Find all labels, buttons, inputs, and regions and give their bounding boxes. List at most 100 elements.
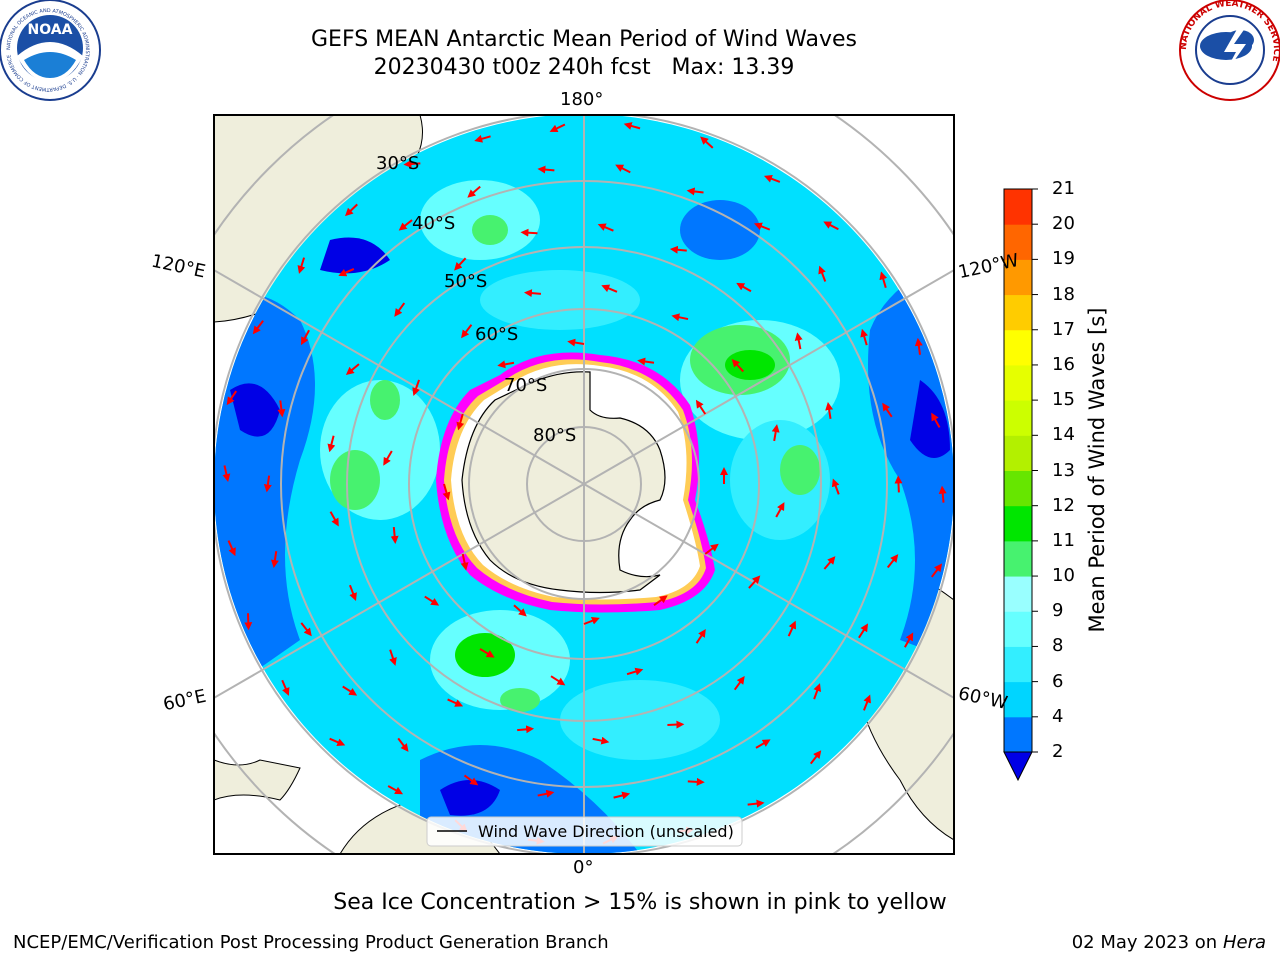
wind-arrow: [460, 553, 469, 571]
wind-arrow: [329, 737, 346, 746]
wind-arrow: [222, 465, 231, 483]
wind-arrow: [695, 628, 706, 644]
wind-arrow: [637, 357, 655, 366]
colorbar-tick-label: 17: [1052, 318, 1075, 340]
wind-arrow: [252, 320, 264, 335]
wind-arrow: [398, 219, 413, 231]
wind-arrow: [858, 623, 869, 639]
colorbar-segment: [1004, 364, 1032, 401]
host-name: Hera: [1222, 932, 1266, 953]
legend: Wind Wave Direction (unscaled): [426, 816, 743, 847]
wind-arrow: [520, 228, 538, 237]
wind-arrow: [753, 222, 771, 231]
colorbar-tick-label: 16: [1052, 353, 1075, 375]
colorbar-tick-label: 9: [1052, 600, 1064, 622]
wind-arrow: [879, 271, 888, 289]
wind-arrow: [397, 737, 409, 752]
lat-label-70s: 70°S: [504, 375, 547, 396]
wind-arrow: [809, 750, 822, 765]
colorbar-tick-label: 14: [1052, 424, 1075, 446]
wind-arrow: [818, 265, 827, 282]
wind-arrow: [390, 526, 399, 544]
wind-arrow: [277, 400, 286, 418]
colorbar-tick-label: 8: [1052, 635, 1064, 657]
wind-arrow: [454, 257, 467, 271]
wind-arrow: [748, 575, 761, 589]
wind-arrow: [914, 337, 923, 355]
wind-arrows: [222, 122, 947, 845]
colorbar-tick-label: 19: [1052, 248, 1075, 270]
colorbar-label: Mean Period of Wind Waves [s]: [1085, 307, 1109, 633]
wind-arrow: [523, 289, 542, 298]
colorbar-tick-label: 10: [1052, 565, 1075, 587]
wind-arrow: [412, 379, 421, 397]
sea-ice-note: Sea Ice Concentration > 15% is shown in …: [333, 890, 947, 915]
lat-label-50s: 50°S: [444, 271, 487, 292]
colorbar-tick-label: 15: [1052, 389, 1075, 411]
wind-arrow: [403, 160, 421, 168]
wind-arrow: [394, 302, 406, 317]
wind-arrow: [227, 540, 236, 557]
wind-arrow: [300, 622, 312, 637]
lon-label-bottom: 0°: [573, 857, 594, 878]
wind-arrow: [474, 134, 491, 143]
lat-label-30s: 30°S: [376, 153, 419, 174]
noaa-logo: NOAA NATIONAL OCEANIC AND ATMOSPHERIC AD…: [0, 0, 101, 101]
wind-arrow: [345, 363, 360, 375]
wave-period-field: [214, 180, 954, 854]
colorbar-segment: [1004, 505, 1032, 542]
wind-arrow: [882, 402, 893, 418]
wind-arrow: [517, 725, 535, 734]
wind-arrow: [463, 774, 479, 786]
wind-arrow: [813, 683, 821, 700]
svg-text:Wind Wave Direction (unscaled): Wind Wave Direction (unscaled): [478, 822, 734, 841]
wind-arrow: [513, 604, 527, 617]
wind-arrow: [497, 360, 515, 369]
colorbar-segment: [1004, 576, 1032, 612]
colorbar-tick-label: 11: [1052, 529, 1075, 551]
wind-arrow: [653, 595, 668, 607]
colorbar-segment: [1004, 646, 1032, 683]
colorbar-segment: [1004, 540, 1032, 577]
wind-arrow: [886, 554, 899, 569]
wind-arrow: [442, 483, 451, 501]
wind-arrow: [613, 791, 631, 800]
wind-arrow: [601, 284, 618, 293]
wind-arrow: [567, 338, 585, 347]
wind-arrow: [338, 267, 355, 277]
wind-arrow: [424, 595, 440, 606]
wind-arrow: [549, 123, 566, 133]
wind-arrow: [456, 413, 465, 431]
colorbar-segment: [1004, 435, 1032, 471]
nws-logo: NATIONAL WEATHER SERVICE: [1179, 0, 1280, 101]
wind-arrow: [387, 785, 404, 795]
wind-arrow: [300, 329, 310, 346]
wind-arrow: [342, 685, 358, 696]
colorbar-segment: [1004, 716, 1032, 753]
colorbar-tick-label: 2: [1052, 741, 1064, 762]
wind-arrow: [831, 478, 840, 495]
colorbar-tick-label: 18: [1052, 283, 1075, 305]
wind-arrow: [467, 185, 481, 198]
wind-arrow: [669, 245, 687, 254]
colorbar-tick-label: 4: [1052, 705, 1064, 727]
wind-arrow: [775, 502, 785, 518]
wind-arrow: [597, 223, 614, 232]
wind-arrow: [894, 475, 903, 493]
wind-arrow: [938, 485, 947, 503]
chart-title-line2: 20230430 t00z 240h fcst Max: 13.39: [373, 55, 795, 80]
wind-arrow: [623, 122, 641, 130]
wind-arrow: [787, 620, 797, 637]
wind-arrow: [704, 543, 719, 555]
colorbar-segment: [1004, 400, 1032, 436]
wind-arrow: [583, 617, 600, 625]
colorbar-tick-label: 21: [1052, 178, 1075, 199]
wind-arrow: [686, 187, 704, 196]
wind-arrow: [270, 551, 279, 569]
svg-text:NOAA: NOAA: [28, 22, 73, 38]
wind-arrow: [771, 424, 780, 442]
wind-arrow: [823, 556, 836, 570]
colorbar-segment: [1004, 681, 1032, 718]
wind-arrow: [226, 390, 238, 406]
wind-arrow: [671, 313, 689, 322]
